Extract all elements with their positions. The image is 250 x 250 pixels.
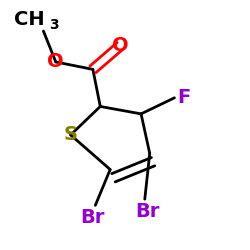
Text: CH: CH: [14, 10, 45, 29]
Text: Br: Br: [135, 202, 160, 221]
Text: S: S: [64, 126, 78, 144]
Text: Br: Br: [81, 208, 105, 227]
Text: O: O: [112, 36, 128, 56]
Text: F: F: [177, 88, 190, 107]
Text: 3: 3: [48, 18, 58, 32]
Text: O: O: [48, 52, 64, 72]
